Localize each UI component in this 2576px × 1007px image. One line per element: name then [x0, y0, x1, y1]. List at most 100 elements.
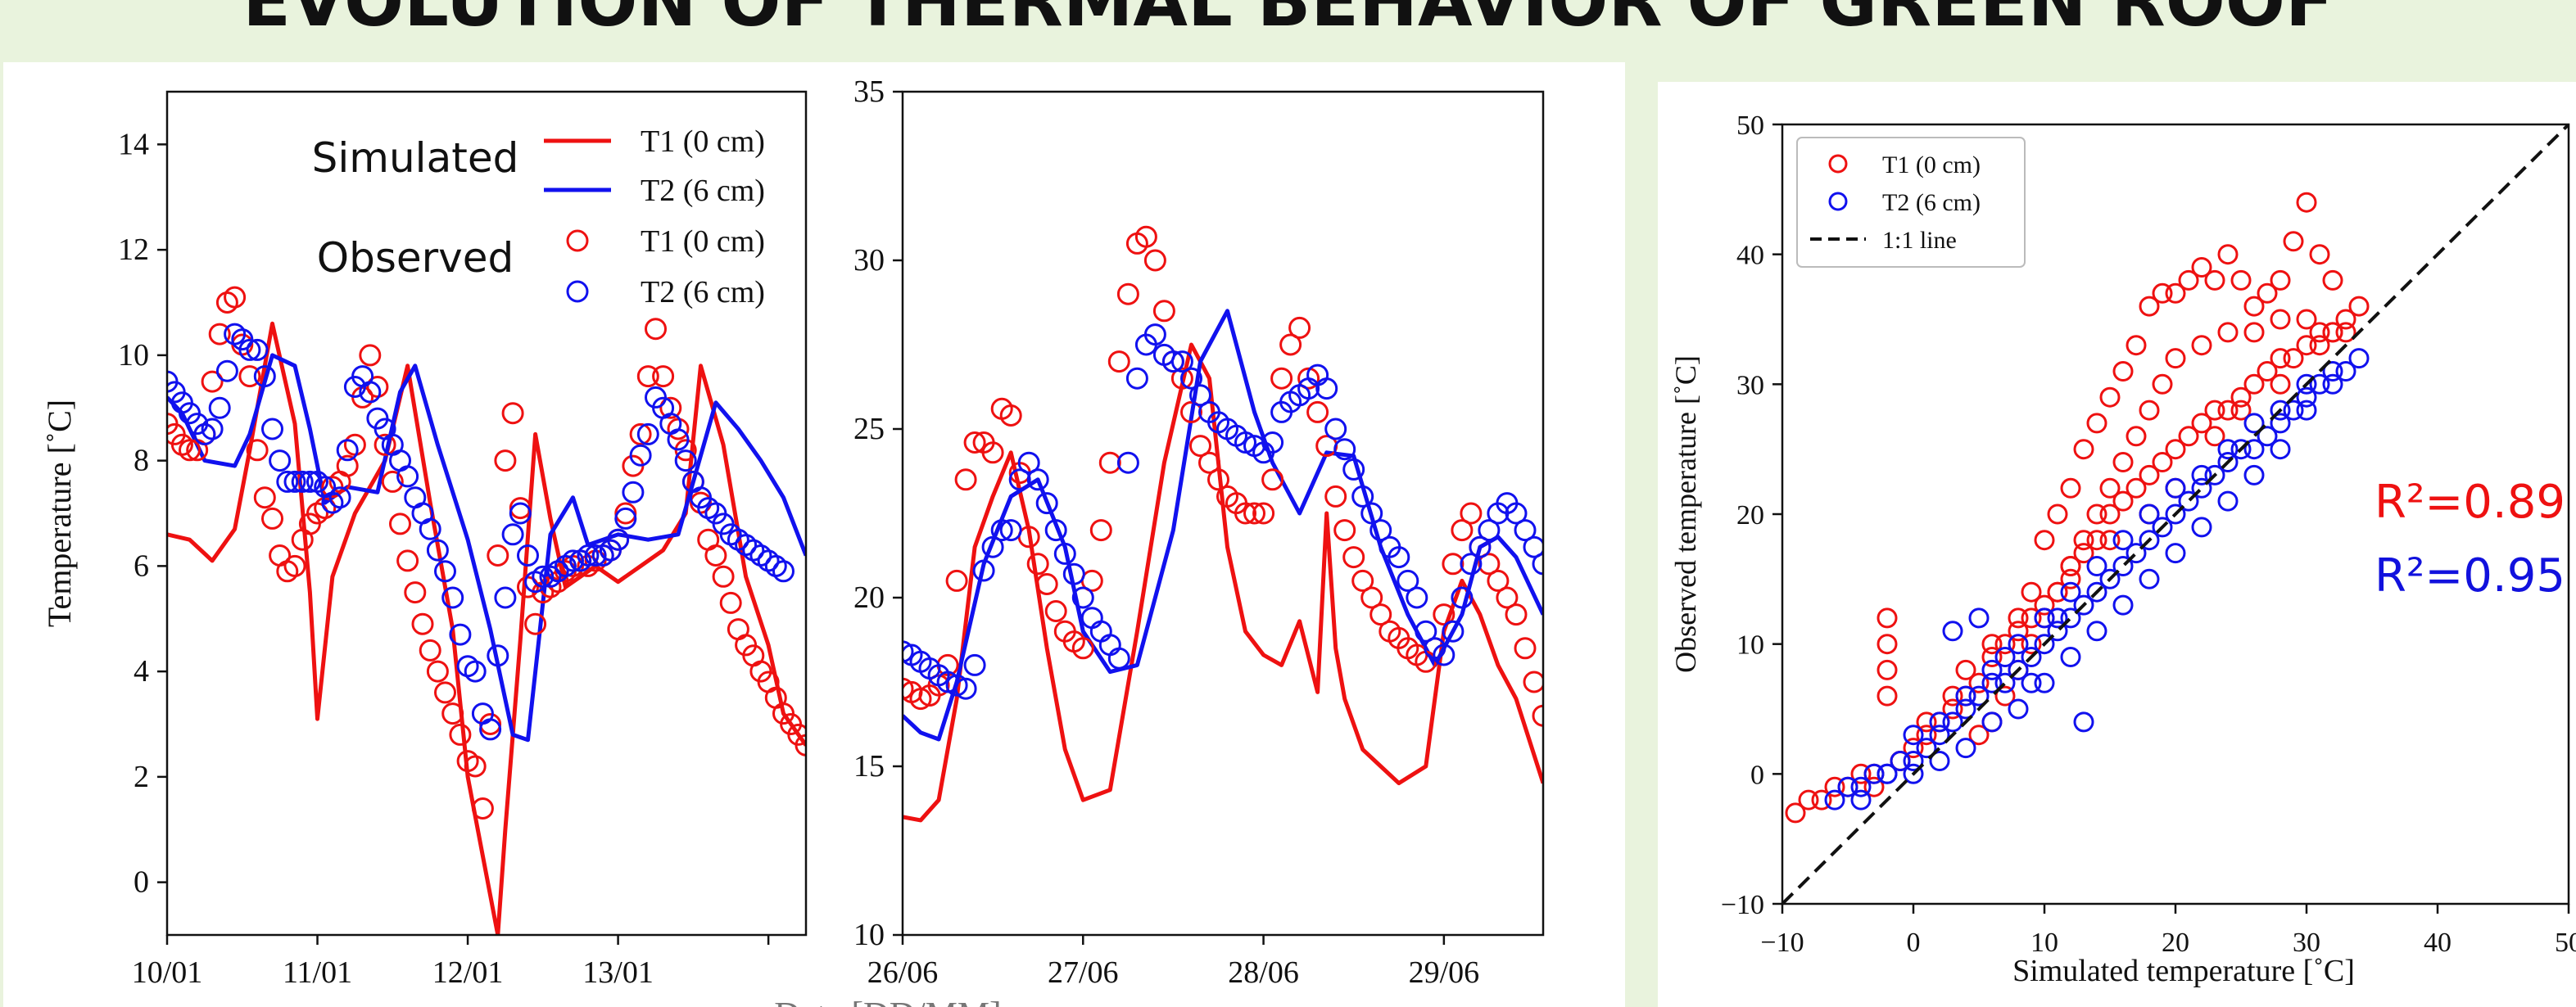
data-point [2296, 373, 2317, 395]
data-point [253, 486, 276, 509]
data-point [1116, 282, 1139, 305]
data-point [2008, 621, 2029, 642]
data-point [441, 586, 464, 609]
data-point [1981, 711, 2003, 733]
data-point [1180, 400, 1202, 423]
data-point [1460, 553, 1483, 576]
data-point [1026, 468, 1049, 491]
data-point [396, 549, 419, 572]
data-point [2112, 452, 2134, 472]
data-point [667, 428, 690, 451]
data-point [2139, 568, 2160, 589]
data-point [2270, 309, 2291, 330]
data-point [2283, 231, 2304, 252]
data-point [2204, 426, 2225, 447]
data-point [1062, 562, 1085, 585]
data-point [1189, 384, 1211, 407]
time-series-panel: 0 2 4 6 8 10 12 14 10/01 11/01 12/01 13/01 Temperatu… [3, 62, 1625, 1007]
data-point [2243, 439, 2265, 460]
legend: T1 (0 cm) T2 (6 cm) 1:1 line [1796, 137, 2026, 268]
data-point [1903, 725, 1924, 746]
data-point [2296, 309, 2317, 330]
data-point [2191, 335, 2212, 356]
data-point [2086, 581, 2107, 603]
y-tick-label: 25 [853, 412, 885, 446]
data-point [1044, 519, 1067, 542]
data-point [1487, 569, 1510, 592]
data-point [1929, 751, 1950, 771]
data-point [1297, 367, 1320, 390]
data-point [1433, 643, 1456, 666]
data-point [629, 444, 652, 467]
legend-marker-swatch [1828, 192, 1848, 211]
data-point [2086, 530, 2107, 551]
data-point [509, 497, 532, 520]
data-point [1523, 535, 1543, 558]
x-tick-label: 26/06 [867, 955, 939, 990]
data-point [2191, 464, 2212, 485]
y-tick-label: 4 [134, 654, 149, 689]
data-point [2243, 464, 2265, 485]
data-point [2099, 504, 2121, 525]
data-point [2086, 621, 2107, 642]
data-point [2112, 556, 2134, 576]
data-point [629, 422, 652, 445]
data-point [509, 502, 532, 525]
data-point [201, 418, 224, 440]
data-point [2047, 607, 2068, 629]
data-point [1035, 573, 1058, 595]
data-point [1388, 546, 1410, 569]
y-tick-label: 2 [134, 760, 149, 794]
data-point [2322, 269, 2343, 291]
data-point [238, 365, 261, 388]
data-point [1890, 751, 1911, 771]
data-point [2099, 568, 2121, 589]
x-tick-label: 40 [2424, 928, 2452, 958]
data-point [2178, 490, 2199, 512]
data-point [999, 519, 1022, 542]
data-point [1026, 553, 1049, 576]
data-point [2204, 400, 2225, 421]
data-point [1981, 647, 2003, 667]
data-point [2073, 594, 2094, 616]
data-point [404, 581, 427, 604]
data-point [2348, 348, 2370, 369]
data-point [1107, 350, 1130, 373]
data-point [1824, 776, 1845, 797]
data-point [419, 639, 441, 662]
data-point [1505, 502, 1528, 525]
data-point [787, 723, 806, 746]
data-point [434, 681, 456, 704]
data-point [1837, 776, 1858, 797]
data-point [2230, 386, 2252, 408]
data-point [1170, 350, 1193, 373]
data-point [1442, 553, 1465, 576]
data-point [1360, 586, 1383, 609]
data-point [1942, 621, 1963, 642]
data-point [1098, 451, 1121, 474]
data-point [1207, 468, 1229, 491]
data-point [2296, 400, 2317, 421]
data-point [1942, 711, 1963, 733]
data-point [1243, 502, 1265, 525]
data-point [269, 449, 292, 472]
y-tick-label: 0 [1750, 760, 1764, 790]
data-point [2021, 581, 2042, 603]
data-point [2099, 530, 2121, 551]
data-point [795, 734, 806, 756]
data-point [1968, 725, 1990, 746]
y-tick-label: 10 [1736, 630, 1764, 661]
x-tick-label: 13/01 [582, 955, 654, 990]
y-tick-label: 50 [1736, 111, 1764, 141]
data-point [1523, 671, 1543, 693]
data-point [2139, 464, 2160, 485]
data-point [1098, 634, 1121, 657]
data-point [954, 468, 977, 491]
data-point [2126, 477, 2147, 499]
legend-label: T1 (0 cm) [641, 124, 765, 159]
data-point [517, 544, 539, 567]
legend-group-label: Simulated [312, 134, 519, 182]
data-point [1981, 634, 2003, 655]
data-point [2152, 452, 2173, 472]
data-point [1342, 546, 1365, 569]
